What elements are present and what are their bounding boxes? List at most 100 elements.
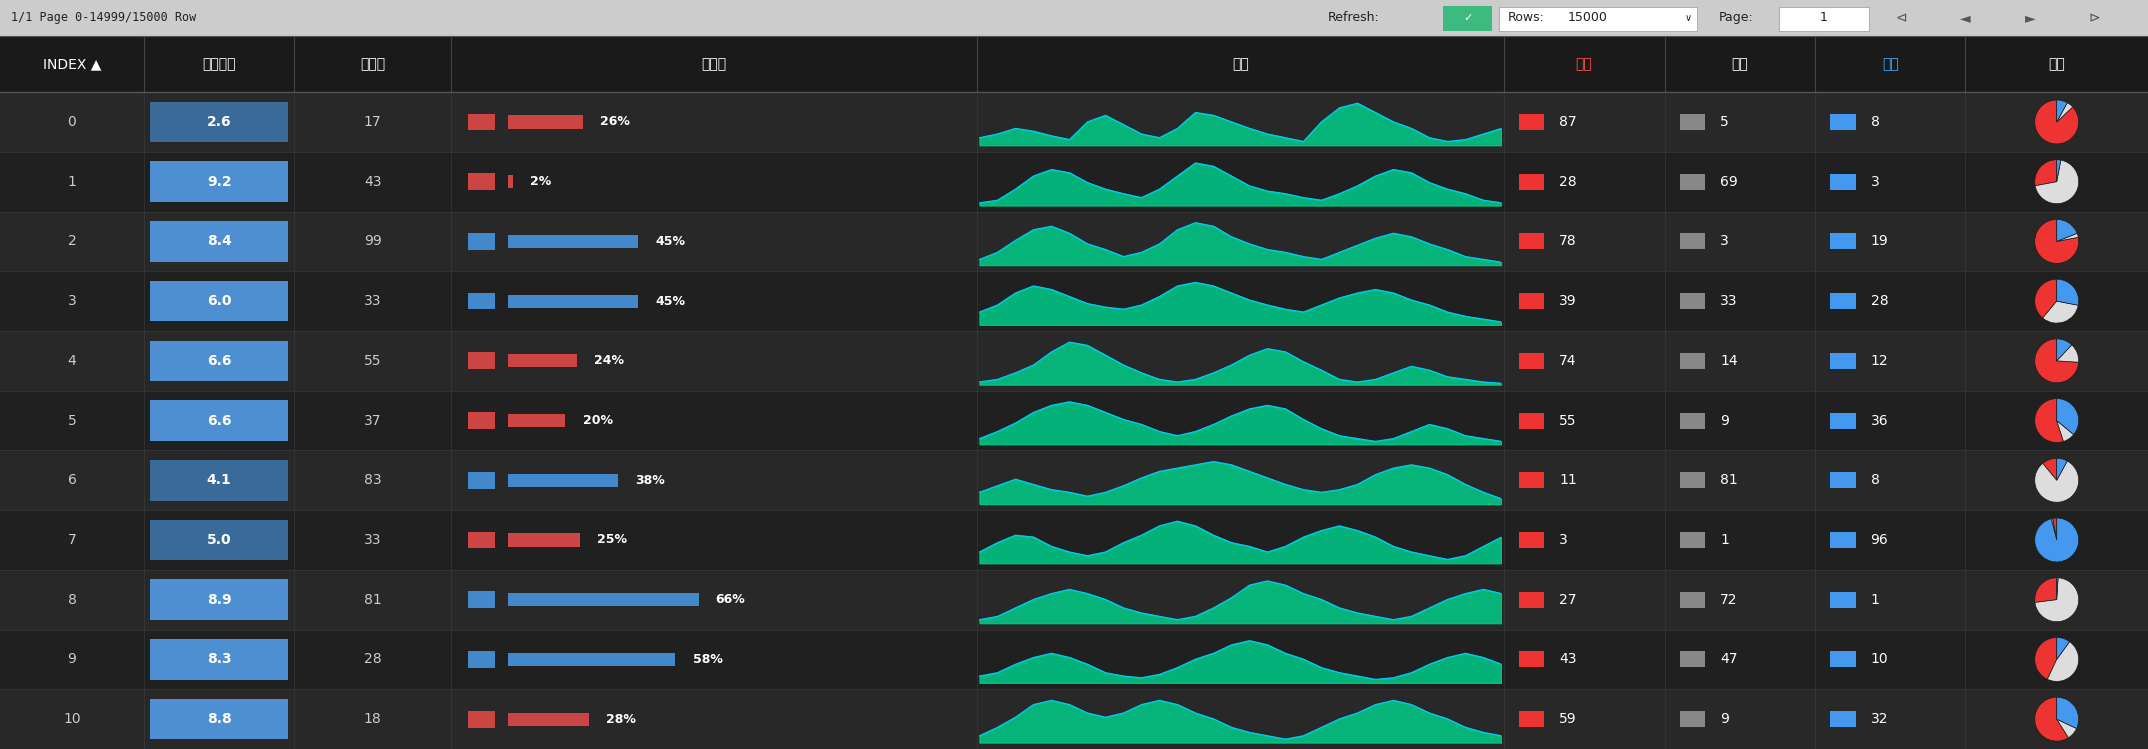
Bar — [150, 281, 288, 321]
Text: Page:: Page: — [1718, 11, 1753, 25]
Text: 3: 3 — [67, 294, 77, 308]
Text: 33: 33 — [1721, 294, 1738, 308]
Text: 8.4: 8.4 — [206, 234, 232, 249]
Text: 6.0: 6.0 — [206, 294, 232, 308]
Text: 83: 83 — [363, 473, 382, 488]
Bar — [1519, 114, 1544, 130]
Bar — [468, 173, 494, 190]
Text: 74: 74 — [1559, 354, 1577, 368]
Text: 17: 17 — [363, 115, 382, 129]
Bar — [1680, 114, 1706, 130]
Text: 28: 28 — [363, 652, 382, 667]
Bar — [1680, 472, 1706, 488]
Text: 3: 3 — [1721, 234, 1729, 249]
Wedge shape — [2058, 279, 2079, 306]
Bar — [507, 354, 578, 368]
Text: 32: 32 — [1871, 712, 1888, 726]
Wedge shape — [2053, 518, 2058, 540]
Text: 功率: 功率 — [1233, 57, 1248, 71]
Text: 8.9: 8.9 — [206, 592, 232, 607]
Text: ✓: ✓ — [1463, 13, 1471, 23]
Text: 26%: 26% — [599, 115, 629, 129]
Bar — [1443, 6, 1491, 31]
Wedge shape — [2043, 301, 2079, 323]
Text: 19: 19 — [1871, 234, 1888, 249]
Bar — [1779, 7, 1869, 31]
Text: 5: 5 — [1721, 115, 1729, 129]
Bar — [507, 235, 638, 248]
Bar — [468, 293, 494, 309]
Wedge shape — [2034, 577, 2058, 602]
Bar — [0, 570, 2148, 630]
Bar — [507, 414, 565, 427]
Text: 6.6: 6.6 — [206, 354, 232, 368]
Wedge shape — [2058, 160, 2060, 182]
Bar — [468, 233, 494, 249]
Text: 45%: 45% — [655, 235, 685, 248]
Text: 43: 43 — [363, 175, 382, 189]
Bar — [468, 353, 494, 369]
Bar — [150, 161, 288, 202]
Bar — [1519, 652, 1544, 667]
Text: 8.8: 8.8 — [206, 712, 232, 726]
Bar — [0, 211, 2148, 271]
Text: 81: 81 — [1721, 473, 1738, 488]
Text: 8: 8 — [67, 592, 77, 607]
Bar — [1499, 7, 1697, 31]
Bar — [507, 115, 582, 129]
Bar — [468, 114, 494, 130]
Wedge shape — [2034, 637, 2058, 679]
Bar — [150, 639, 288, 680]
Bar — [0, 391, 2148, 450]
Text: 37: 37 — [363, 413, 382, 428]
Text: 18: 18 — [363, 712, 382, 726]
Text: 11: 11 — [1559, 473, 1577, 488]
Text: 72: 72 — [1721, 592, 1738, 607]
Bar — [1519, 413, 1544, 428]
Bar — [507, 653, 674, 666]
Text: 4: 4 — [67, 354, 77, 368]
Wedge shape — [2034, 398, 2064, 443]
Bar — [1680, 711, 1706, 727]
Bar — [1830, 652, 1856, 667]
Bar — [1830, 532, 1856, 548]
Text: Rows:: Rows: — [1508, 11, 1544, 25]
Bar — [0, 331, 2148, 391]
Bar — [1519, 472, 1544, 488]
Bar — [1680, 353, 1706, 369]
Bar — [1830, 711, 1856, 727]
Bar — [1519, 174, 1544, 189]
Wedge shape — [2034, 339, 2079, 383]
Wedge shape — [2034, 160, 2079, 204]
Wedge shape — [2034, 219, 2079, 264]
Bar — [0, 510, 2148, 570]
Bar — [1830, 234, 1856, 249]
Bar — [468, 532, 494, 548]
Text: 检修: 检修 — [1882, 57, 1899, 71]
Wedge shape — [2034, 461, 2079, 503]
Text: 8: 8 — [1871, 473, 1880, 488]
Bar — [1830, 592, 1856, 607]
Text: 33: 33 — [363, 294, 382, 308]
Text: 运行: 运行 — [1577, 57, 1592, 71]
Bar — [507, 533, 580, 547]
Text: 7: 7 — [67, 533, 77, 547]
Text: 28%: 28% — [606, 712, 636, 726]
Text: 28: 28 — [1559, 175, 1577, 189]
Wedge shape — [2034, 577, 2079, 622]
Text: 25%: 25% — [597, 533, 627, 547]
Bar — [1680, 293, 1706, 309]
Wedge shape — [2058, 234, 2079, 241]
Text: 4.1: 4.1 — [206, 473, 232, 488]
Wedge shape — [2034, 100, 2079, 144]
Text: 47: 47 — [1721, 652, 1738, 667]
Bar — [468, 651, 494, 668]
Text: 1: 1 — [1871, 592, 1880, 607]
Text: 3: 3 — [1871, 175, 1880, 189]
Text: 10: 10 — [62, 712, 82, 726]
Wedge shape — [2034, 518, 2079, 562]
Text: 5: 5 — [67, 413, 77, 428]
Wedge shape — [2034, 697, 2069, 741]
Wedge shape — [2058, 219, 2077, 241]
Wedge shape — [2058, 719, 2077, 738]
